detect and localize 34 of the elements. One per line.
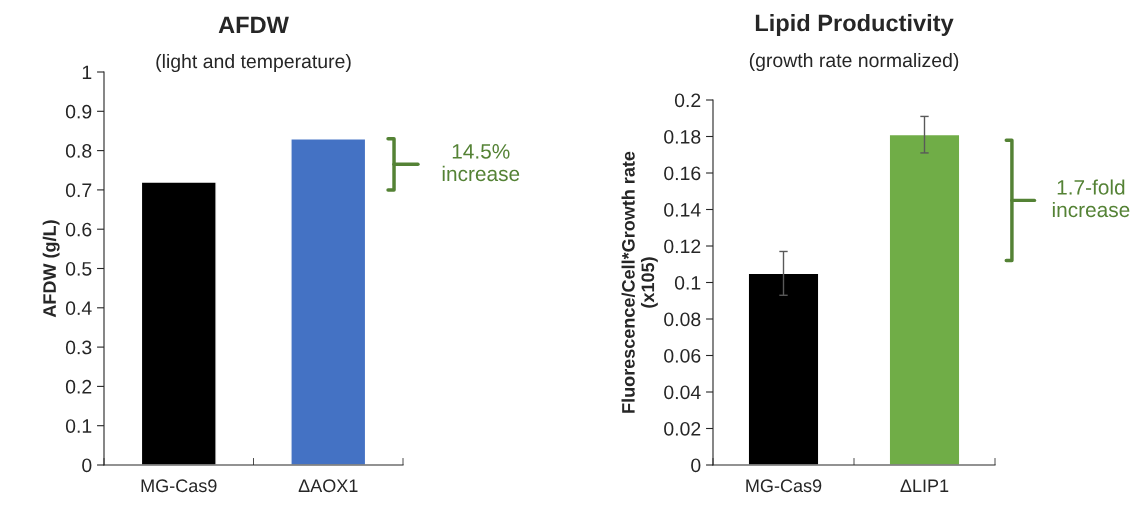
y-tick-label: 0.16 <box>664 166 701 181</box>
y-tick-label: 0.1 <box>674 275 701 290</box>
x-tick-label: ΔLIP1 <box>900 479 949 492</box>
y-axis-title: AFDW (g/L) <box>42 220 60 318</box>
x-tick-label: MG-Cas9 <box>141 479 217 493</box>
text: 14.5% increase <box>442 144 520 182</box>
y-axis-title: Fluorescence/Cell*Growth rate (x105) <box>621 151 658 413</box>
x-tick-label: ΔAOX1 <box>298 479 358 493</box>
y-tick-label: 0.06 <box>664 348 701 363</box>
y-tick-label: 0.6 <box>65 222 92 237</box>
y-tick-label: 0 <box>82 458 92 473</box>
x-tick-label: MG-Cas9 <box>746 479 822 493</box>
y-tick-label: 0.4 <box>65 301 92 316</box>
y-tick-label: 0.2 <box>674 93 701 108</box>
chart-subtitle: (growth rate normalized) <box>749 52 959 72</box>
y-tick-label: 0.1 <box>65 419 92 433</box>
chart-title: AFDW <box>218 16 289 34</box>
y-tick-label: 0.08 <box>664 312 701 327</box>
y-tick-label: 0.8 <box>65 144 92 158</box>
y-tick-label: 0.7 <box>65 183 92 198</box>
y-tick-label: 0.3 <box>65 340 92 355</box>
y-tick-label: 0.02 <box>664 421 701 436</box>
y-tick-label: 0.5 <box>65 261 92 276</box>
chart-subtitle: (light and temperature) <box>156 53 351 73</box>
y-tick-label: 0.12 <box>664 239 701 254</box>
y-tick-label: 0 <box>691 458 701 473</box>
y-tick-label: 0.14 <box>664 202 701 217</box>
y-tick-label: 0.2 <box>65 379 92 394</box>
y-tick-label: 0.04 <box>664 385 701 400</box>
text: 1.7-fold increase <box>1052 179 1130 218</box>
y-tick-label: 0.18 <box>664 129 701 144</box>
y-tick-label: 1 <box>82 65 92 80</box>
chart-title: Lipid Productivity <box>755 14 954 36</box>
y-tick-label: 0.9 <box>65 104 92 119</box>
